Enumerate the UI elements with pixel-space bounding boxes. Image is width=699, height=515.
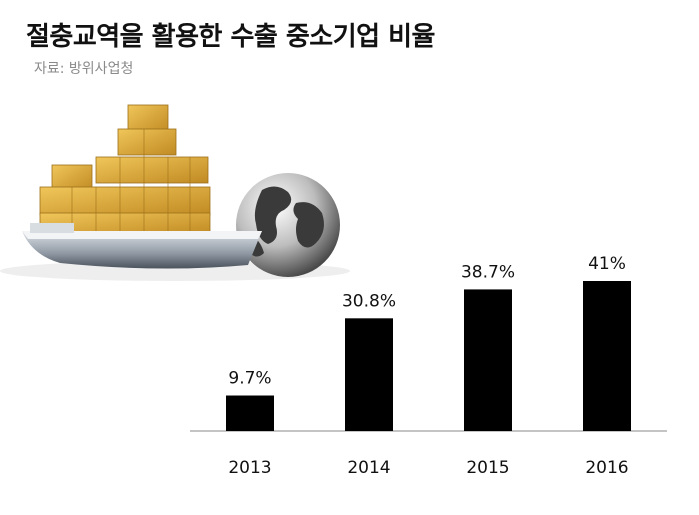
bar-2016 (583, 281, 631, 431)
x-tick-label-2016: 2016 (585, 458, 628, 478)
x-tick-label-2013: 2013 (228, 458, 271, 478)
chart-title: 절충교역을 활용한 수출 중소기업 비율 (26, 22, 435, 52)
x-tick-label-2014: 2014 (347, 458, 390, 478)
bar-2014 (345, 318, 393, 431)
data-label-2014: 30.8% (342, 291, 396, 311)
bar-2015 (464, 289, 512, 431)
cargo-ship-and-globe-icon (0, 104, 350, 281)
x-tick-label-2015: 2015 (466, 458, 509, 478)
data-label-2016: 41% (588, 254, 626, 274)
source-note: 자료: 방위사업청 (34, 61, 134, 77)
bar-2013 (226, 395, 274, 431)
data-label-2013: 9.7% (228, 369, 271, 389)
data-label-2015: 38.7% (461, 262, 515, 282)
